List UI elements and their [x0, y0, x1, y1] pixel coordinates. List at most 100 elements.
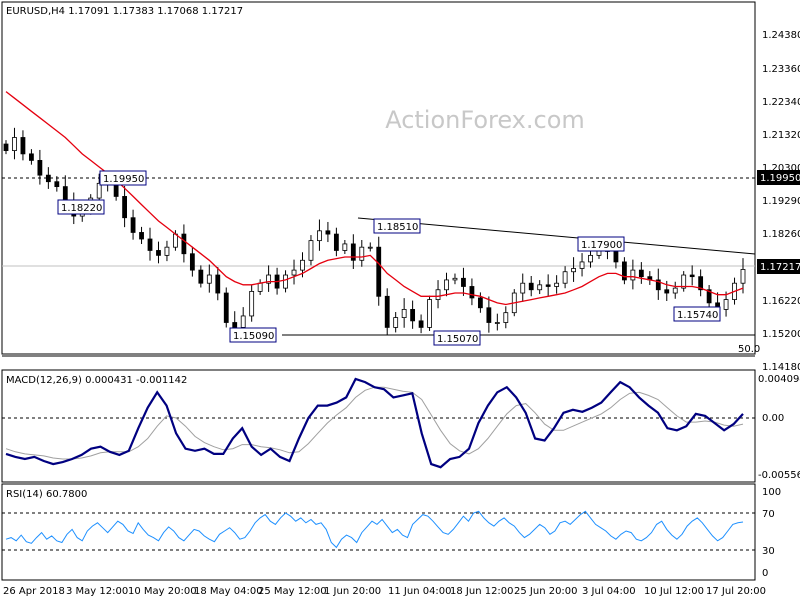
- candle-body: [206, 274, 212, 284]
- candle-body: [655, 279, 661, 291]
- annotation-labels: 1.19950 1.18220 1.15090 1.18510 1.15070 …: [57, 170, 721, 346]
- candle-body: [681, 274, 687, 289]
- candle-body: [164, 246, 170, 256]
- candle-body: [418, 320, 424, 328]
- candle-body: [215, 274, 221, 294]
- candle-body: [740, 269, 746, 284]
- macd-line: [5, 377, 744, 469]
- candle-body: [130, 217, 136, 233]
- candle-body: [435, 289, 441, 300]
- candle-body: [528, 282, 534, 291]
- candle-body: [223, 292, 229, 323]
- candle-body: [664, 289, 670, 294]
- candle-body: [477, 297, 483, 309]
- candle-body: [249, 290, 255, 317]
- candle-body: [461, 277, 466, 287]
- price-tick: 1.18260: [762, 229, 800, 240]
- candle-body: [410, 309, 416, 322]
- candle-body: [689, 274, 695, 278]
- candle-body: [257, 282, 263, 292]
- price-tick: 1.23360: [762, 64, 800, 75]
- candle-body: [723, 299, 729, 310]
- candle-body: [638, 269, 644, 278]
- annotation-text: 1.15740: [677, 310, 718, 321]
- candle-body: [240, 315, 246, 328]
- annotation-1.18220: 1.18220: [57, 199, 105, 215]
- candle-body: [469, 286, 475, 299]
- annotation-text: 1.19950: [103, 174, 144, 185]
- candle-body: [122, 196, 127, 219]
- candle-body: [12, 137, 17, 151]
- candle-body: [181, 233, 187, 255]
- candle-body: [333, 233, 339, 251]
- candle-body: [486, 307, 492, 323]
- date-tick: 26 Apr 2018: [3, 586, 65, 597]
- candle-body: [54, 181, 60, 188]
- candle-body: [367, 246, 373, 249]
- candle-body: [198, 269, 204, 284]
- candle-body: [554, 282, 560, 287]
- annotation-box: [577, 236, 625, 252]
- candle-body: [545, 284, 551, 287]
- annotation-1.19950: 1.19950: [99, 170, 147, 186]
- candle-body: [291, 269, 297, 276]
- annotation-box: [57, 199, 105, 215]
- annotation-text: 1.17900: [581, 240, 622, 251]
- annotation-1.17900: 1.17900: [577, 236, 625, 252]
- candle-body: [350, 243, 356, 261]
- annotation-box: [433, 330, 481, 346]
- candle-body: [537, 284, 543, 291]
- candle-body: [520, 282, 526, 294]
- price-tick: 1.21320: [762, 130, 800, 141]
- date-tick: 18 May 04:00: [194, 586, 263, 597]
- annotation-1.18510: 1.18510: [373, 218, 421, 234]
- rsi-label: RSI(14) 60.7800: [6, 489, 87, 500]
- annotation-text: 1.18510: [377, 222, 418, 233]
- annotation-box: [229, 327, 277, 343]
- candle-body: [393, 317, 399, 328]
- candle-body: [376, 246, 382, 297]
- price-tick: 1.22340: [762, 97, 800, 108]
- candle-body: [613, 250, 619, 263]
- candle-body: [622, 261, 627, 281]
- date-axis: 26 Apr 2018 3 May 12:00 10 May 20:00 18 …: [3, 586, 766, 597]
- candle-body: [588, 254, 593, 263]
- candles-group: [3, 127, 746, 338]
- macd-tick: 0.00: [762, 413, 784, 424]
- current-price-label: 1.17217: [760, 262, 800, 273]
- price-axis: 1.24380 1.23360 1.22340 1.21320 1.20300 …: [762, 30, 800, 373]
- annotation-box: [373, 218, 421, 234]
- rsi-tick: 30: [762, 546, 775, 557]
- macd-tick: 0.004094: [758, 374, 800, 385]
- candle-body: [384, 295, 390, 328]
- candle-body: [359, 246, 365, 261]
- candle-body: [113, 184, 119, 197]
- candle-body: [562, 271, 568, 284]
- price-tick: 1.16220: [762, 296, 800, 307]
- symbol-header: EURUSD,H4 1.17091 1.17383 1.17068 1.1721…: [6, 6, 243, 17]
- moving-average-line: [5, 91, 744, 306]
- annotation-box: [99, 170, 147, 186]
- candle-body: [706, 289, 712, 304]
- annotation-1.15090: 1.15090: [229, 327, 277, 343]
- price-tick: 1.24380: [762, 30, 800, 41]
- candle-body: [96, 182, 102, 199]
- candle-body: [494, 322, 500, 324]
- candle-body: [452, 277, 458, 281]
- candle-body: [300, 259, 305, 271]
- level-price-label: 1.19950: [760, 173, 800, 184]
- macd-label: MACD(12,26,9) 0.000431 -0.001142: [6, 375, 187, 386]
- candle-body: [232, 322, 238, 328]
- macd-signal-line: [5, 386, 744, 460]
- candle-body: [325, 230, 331, 235]
- candle-body: [147, 238, 153, 251]
- candle-body: [156, 250, 161, 256]
- candle-body: [20, 137, 26, 155]
- rsi-panel-frame: [1, 483, 756, 581]
- macd-tick: -0.005568: [758, 470, 800, 481]
- rsi-tick: 0: [762, 568, 768, 579]
- price-tick: 1.19290: [762, 196, 800, 207]
- price-tick: 1.15200: [762, 329, 800, 340]
- candle-body: [579, 261, 585, 269]
